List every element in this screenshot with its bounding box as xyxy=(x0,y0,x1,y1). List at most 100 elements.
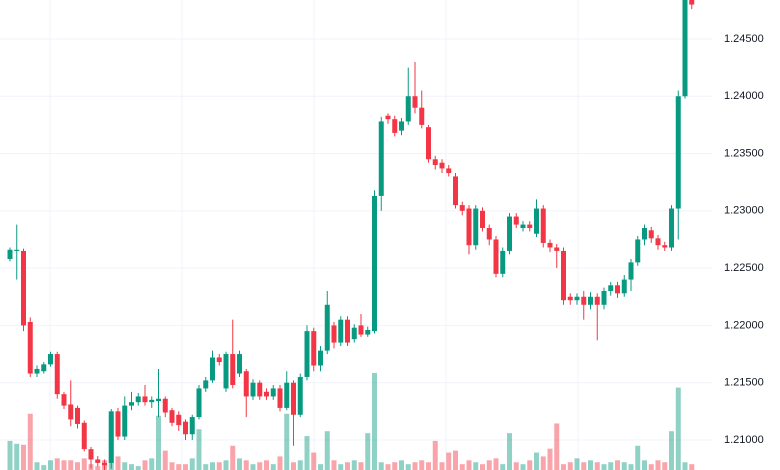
volume-bar xyxy=(311,452,317,470)
candle-body xyxy=(54,354,60,395)
candle-body xyxy=(351,327,357,340)
volume-bar xyxy=(189,458,195,470)
y-tick-label: 1.22500 xyxy=(724,262,764,274)
volume-bar xyxy=(635,445,641,470)
volume-bar xyxy=(392,462,398,470)
volume-bar xyxy=(358,462,364,470)
volume-bar xyxy=(412,462,418,470)
candle-body xyxy=(419,107,425,125)
candle-body xyxy=(547,242,553,248)
volume-bar xyxy=(297,460,303,470)
y-tick-label: 1.23500 xyxy=(724,147,764,159)
volume-bar xyxy=(426,462,431,470)
candle-body xyxy=(520,224,526,229)
volume-bar xyxy=(588,460,593,470)
candle-body xyxy=(7,249,13,259)
candle-body xyxy=(453,176,458,206)
volume-bar xyxy=(318,464,323,470)
candle-body xyxy=(129,402,134,406)
candle-body xyxy=(480,210,485,229)
volume-bar xyxy=(385,464,391,470)
volume-bar xyxy=(689,464,695,470)
candle-body xyxy=(297,376,303,415)
candle-body xyxy=(75,407,80,424)
candle-body xyxy=(621,279,627,294)
candle-body xyxy=(412,96,418,108)
candle-body xyxy=(648,230,654,239)
volume-bar xyxy=(95,466,101,470)
candle-body xyxy=(230,354,236,385)
volume-bar xyxy=(500,464,506,470)
volume-bar xyxy=(149,458,155,470)
y-tick-label: 1.24000 xyxy=(724,90,764,102)
candle-body xyxy=(203,380,209,389)
volume-bar xyxy=(648,464,654,470)
volume-bar xyxy=(540,456,546,470)
volume-bar xyxy=(250,464,256,470)
volume-bar xyxy=(243,460,249,470)
volume-bar xyxy=(594,462,600,470)
candle-body xyxy=(689,0,695,5)
volume-bar xyxy=(432,440,438,470)
volume-bar xyxy=(210,462,215,470)
volume-bar xyxy=(203,464,209,470)
candle-body xyxy=(588,296,593,305)
volume-bar xyxy=(183,464,188,470)
volume-bar xyxy=(365,433,371,470)
candle-body xyxy=(102,462,107,466)
candle-body xyxy=(655,238,661,246)
volume-bar xyxy=(561,464,566,470)
volume-bar xyxy=(21,444,26,470)
candle-body xyxy=(122,405,128,437)
candle-body xyxy=(439,162,445,169)
candle-body xyxy=(601,291,607,305)
candle-body xyxy=(642,228,647,240)
candle-body xyxy=(304,331,310,377)
volume-bar xyxy=(135,466,141,470)
volume-bar xyxy=(662,462,668,470)
volume-bar xyxy=(176,464,182,470)
candle-body xyxy=(675,96,681,209)
volume-bar xyxy=(34,462,40,470)
candle-body xyxy=(385,115,391,120)
volume-bar xyxy=(615,460,620,470)
volume-bar xyxy=(493,458,499,470)
candle-body xyxy=(108,411,114,463)
candle-body xyxy=(527,224,533,229)
candle-body xyxy=(500,250,506,274)
volume-bar xyxy=(345,462,350,470)
candle-body xyxy=(34,368,40,374)
candle-body xyxy=(446,168,452,174)
candle-body xyxy=(257,382,263,397)
volume-bar xyxy=(520,464,526,470)
candle-body xyxy=(513,216,519,225)
candle-body xyxy=(581,296,587,305)
volume-bar xyxy=(574,458,580,470)
volume-bar xyxy=(351,460,357,470)
volume-bar xyxy=(439,462,445,470)
candle-body xyxy=(196,388,202,418)
candle-body xyxy=(176,414,182,426)
candle-body xyxy=(392,119,398,133)
volume-bar xyxy=(507,433,512,470)
candle-body xyxy=(41,364,47,372)
candle-body xyxy=(662,245,668,248)
volume-bar xyxy=(223,460,229,470)
volume-bar xyxy=(567,462,573,470)
volume-bar xyxy=(554,423,560,470)
volume-bar xyxy=(655,460,661,470)
volume-bar xyxy=(41,465,47,470)
candle-body xyxy=(250,382,256,397)
volume-bar xyxy=(453,450,458,470)
candle-body xyxy=(243,371,249,397)
candle-body xyxy=(277,388,283,408)
candle-body xyxy=(358,325,364,335)
candle-body xyxy=(628,262,634,280)
candle-body xyxy=(183,421,188,435)
volume-bar xyxy=(230,445,236,470)
candle-body xyxy=(264,391,269,397)
candle-body xyxy=(486,228,492,240)
candle-body xyxy=(318,350,323,366)
candle-body xyxy=(291,382,296,415)
